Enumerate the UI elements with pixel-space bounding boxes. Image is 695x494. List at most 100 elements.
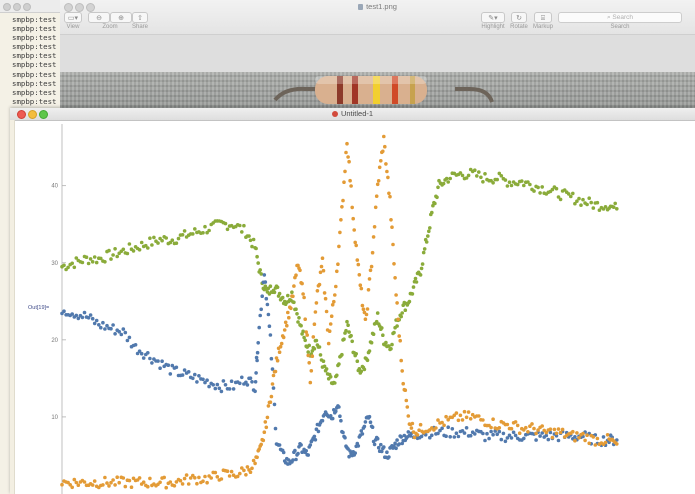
data-point-orange <box>123 484 128 489</box>
minimize-button[interactable] <box>13 3 21 11</box>
data-point-orange <box>418 422 423 427</box>
data-point-orange <box>264 425 269 430</box>
data-point-orange <box>219 477 224 481</box>
data-point-blue <box>308 443 313 447</box>
data-point-blue <box>195 380 199 384</box>
data-point-green <box>362 367 367 372</box>
close-button[interactable] <box>3 3 11 11</box>
data-point-blue <box>244 380 248 385</box>
data-point-orange <box>251 458 256 463</box>
terminal-titlebar[interactable] <box>0 0 70 13</box>
rotate-button[interactable]: ↻ <box>511 12 527 23</box>
search-input[interactable]: ⌕ Search <box>558 12 682 23</box>
data-point-orange <box>396 317 400 322</box>
data-point-green <box>255 254 259 259</box>
data-point-orange <box>168 480 173 484</box>
data-point-orange <box>575 431 579 435</box>
data-point-green <box>84 255 89 259</box>
data-point-orange <box>350 205 355 210</box>
data-point-blue <box>408 434 413 438</box>
cell-bracket-margin <box>10 120 15 494</box>
data-point-blue <box>304 449 309 453</box>
data-point-green <box>497 171 502 176</box>
data-point-green <box>242 223 246 228</box>
data-point-blue <box>257 325 261 330</box>
data-point-orange <box>513 420 518 424</box>
data-point-blue <box>387 455 391 459</box>
data-point-orange <box>278 344 283 349</box>
view-label: View <box>66 24 80 30</box>
data-point-blue <box>105 323 109 328</box>
terminal-output[interactable]: smpbp:test $ smpbp:test $ smpbp:test $ s… <box>12 15 66 106</box>
data-point-blue <box>262 273 267 277</box>
notebook-title: Untitled-1 <box>10 109 695 118</box>
data-point-orange <box>384 162 388 166</box>
data-point-green <box>615 207 619 211</box>
data-point-orange <box>146 484 150 489</box>
zoom-button[interactable] <box>23 3 31 11</box>
data-point-orange <box>377 165 382 170</box>
data-point-blue <box>306 453 311 457</box>
data-point-orange <box>544 430 549 435</box>
data-point-green <box>448 176 453 181</box>
data-point-blue <box>556 438 561 443</box>
data-point-green <box>321 359 326 363</box>
data-point-green <box>395 324 399 328</box>
notebook-titlebar[interactable]: Untitled-1 <box>10 108 695 121</box>
data-point-blue <box>160 359 164 363</box>
data-point-green <box>275 285 280 290</box>
data-point-blue <box>264 296 269 301</box>
data-point-green <box>113 247 117 251</box>
preview-zoom-button[interactable] <box>86 3 95 12</box>
data-point-green <box>380 326 384 330</box>
data-point-green <box>597 208 602 212</box>
notebook-zoom-button[interactable] <box>39 110 48 119</box>
data-point-blue <box>256 341 260 345</box>
data-point-green <box>256 261 260 265</box>
zoom-out-button[interactable]: ⊖ <box>88 12 110 23</box>
data-point-green <box>350 339 355 344</box>
preview-close-button[interactable] <box>64 3 73 12</box>
data-point-blue <box>456 434 461 439</box>
data-point-orange <box>371 235 376 239</box>
data-point-green <box>347 330 351 334</box>
data-point-blue <box>348 449 352 453</box>
share-button[interactable]: ⇧ <box>132 12 148 23</box>
view-button[interactable]: ▭▾ <box>64 12 82 23</box>
data-point-blue <box>207 384 211 389</box>
highlight-button[interactable]: ✎▾ <box>481 12 505 23</box>
data-point-green <box>571 191 575 196</box>
search-icon: ⌕ <box>606 14 613 21</box>
preview-minimize-button[interactable] <box>75 3 84 12</box>
share-label: Share <box>131 24 148 30</box>
data-point-orange <box>229 469 234 474</box>
data-point-orange <box>270 382 275 386</box>
data-point-green <box>554 186 559 191</box>
data-point-blue <box>76 316 81 321</box>
notebook-minimize-button[interactable] <box>28 110 37 119</box>
scatter-plot[interactable]: 10 20 30 40 <box>10 120 695 494</box>
data-point-green <box>446 180 451 184</box>
data-point-green <box>164 236 168 240</box>
data-point-orange <box>129 485 134 490</box>
data-point-blue <box>74 313 79 318</box>
data-point-green <box>90 260 95 264</box>
data-point-blue <box>158 366 162 370</box>
data-point-green <box>407 299 412 304</box>
notebook-close-button[interactable] <box>17 110 26 119</box>
data-point-orange <box>454 411 459 415</box>
data-point-orange <box>368 268 373 273</box>
data-point-orange <box>548 427 553 432</box>
data-point-green <box>464 176 469 180</box>
data-point-orange <box>375 182 380 187</box>
data-point-blue <box>180 373 185 377</box>
data-point-blue <box>70 312 74 316</box>
data-point-blue <box>174 365 179 370</box>
data-point-blue <box>227 387 232 391</box>
data-point-blue <box>548 430 553 435</box>
zoom-in-button[interactable]: ⊕ <box>110 12 132 23</box>
data-point-green <box>419 266 424 271</box>
data-point-blue <box>497 429 502 434</box>
data-point-green <box>174 241 179 245</box>
markup-button[interactable]: ⌸ <box>534 12 552 23</box>
